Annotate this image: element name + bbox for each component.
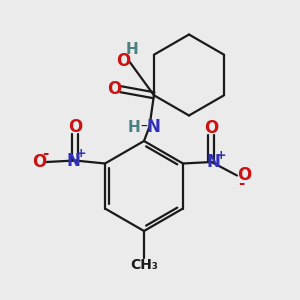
Text: –: – (141, 120, 148, 134)
Text: +: + (216, 149, 226, 162)
Text: O: O (237, 167, 252, 184)
Text: H: H (126, 42, 139, 57)
Text: -: - (238, 176, 245, 191)
Text: O: O (32, 153, 46, 171)
Text: N: N (67, 152, 80, 169)
Text: O: O (68, 118, 82, 136)
Text: O: O (204, 119, 219, 137)
Text: CH₃: CH₃ (130, 258, 158, 272)
Text: H: H (128, 120, 141, 135)
Text: -: - (42, 146, 48, 161)
Text: N: N (206, 153, 220, 171)
Text: N: N (146, 118, 160, 136)
Text: O: O (107, 80, 122, 98)
Text: +: + (76, 147, 86, 161)
Text: O: O (116, 52, 130, 70)
